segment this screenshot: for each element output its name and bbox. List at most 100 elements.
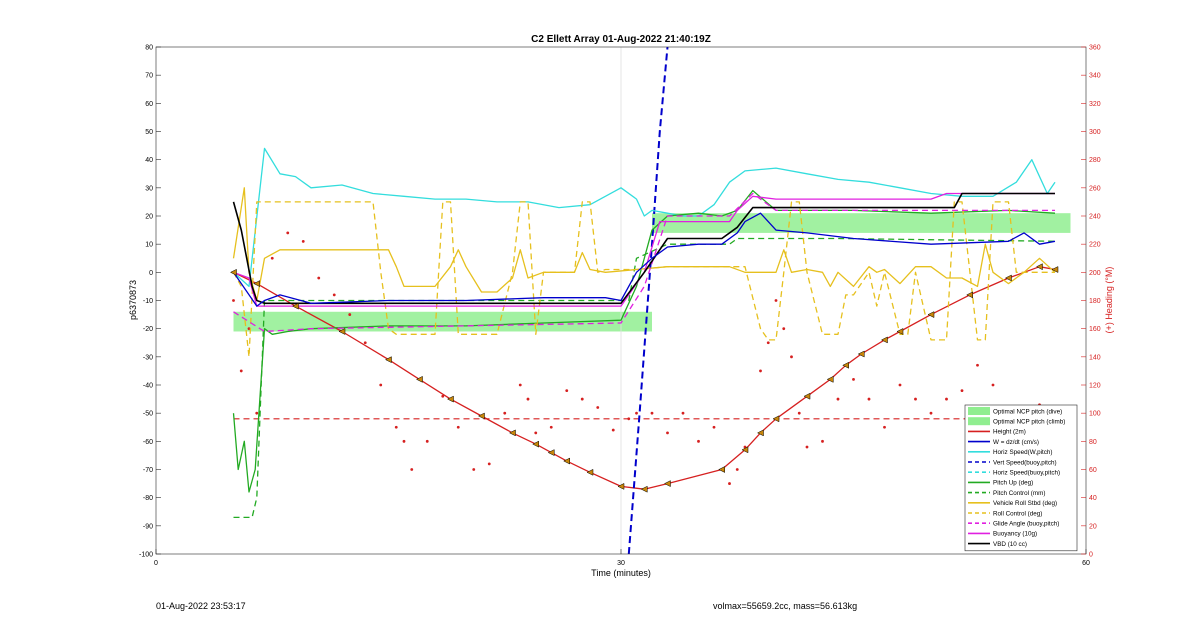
y-axis-label-right: (+) Heading (°M) — [1104, 267, 1114, 334]
y-tick-label-left: 20 — [145, 214, 153, 221]
series-height-2m-marker — [338, 328, 346, 335]
series-heading-point — [883, 425, 886, 429]
legend-vert-speed-buoy-pitch-label: Vert Speed(buoy,pitch) — [993, 459, 1057, 466]
series-height-2m-marker — [896, 328, 904, 335]
series-heading-point — [247, 327, 251, 331]
series-heading-point — [503, 411, 507, 415]
series-height-2m-marker — [384, 356, 392, 364]
series-heading-point — [332, 293, 336, 297]
x-tick-label: 60 — [1082, 560, 1090, 567]
series-heading-point — [286, 231, 290, 235]
series-height-2m-marker — [229, 268, 237, 276]
series-height-2m-marker — [927, 311, 935, 318]
series-heading-point — [759, 369, 762, 373]
legend-optimal-ncp-pitch-dive-swatch — [968, 407, 990, 415]
legend-glide-angle-buoy-pitch-label: Glide Angle (buoy,pitch) — [993, 521, 1059, 528]
series-roll-control-deg — [232, 201, 1055, 358]
y-tick-label-left: -10 — [143, 298, 153, 305]
legend-box — [964, 404, 1078, 552]
y-tick-label-left: -50 — [143, 411, 153, 418]
band-optimal-ncp-pitch-climb — [652, 213, 1071, 233]
series-heading-point — [697, 439, 700, 443]
series-vehicle-roll-stbd-deg — [232, 187, 1056, 302]
y-tick-label-right: 200 — [1089, 270, 1101, 277]
y-tick-label-right: 60 — [1089, 467, 1097, 474]
y-tick-label-right: 280 — [1089, 157, 1101, 164]
series-height-2m-marker — [532, 440, 539, 448]
legend-horiz-speed-buoy-pitch-label: Horiz Speed(buoy,pitch) — [993, 470, 1060, 477]
series-height-2m-marker — [826, 375, 834, 383]
legend-buoyancy-10g-label: Buoyancy (10g) — [993, 531, 1037, 538]
y-tick-label-right: 0 — [1089, 552, 1093, 559]
series-heading-point — [797, 411, 801, 415]
series-heading-point — [441, 394, 445, 398]
legend-vbd-10-cc-label: VBD (10 cc) — [993, 541, 1027, 548]
series-height-2m-marker — [842, 361, 849, 369]
legend-horiz-speed-w-pitch-label: Horiz Speed(W,pitch) — [993, 449, 1053, 456]
y-tick-label-left: 40 — [145, 157, 153, 164]
series-height-2m-marker — [1035, 263, 1043, 271]
series-heading-point — [425, 439, 429, 443]
y-tick-label-left: -80 — [143, 495, 153, 502]
y-tick-label-right: 320 — [1089, 101, 1101, 108]
series-height-2m-marker — [741, 446, 749, 454]
y-tick-label-right: 240 — [1089, 214, 1101, 221]
y-tick-label-left: 60 — [145, 101, 153, 108]
series-height-2m-marker — [640, 485, 648, 493]
series-heading-point — [774, 299, 778, 302]
series-height-2m-marker — [1051, 266, 1059, 273]
y-tick-label-right: 80 — [1089, 439, 1097, 446]
legend-roll-control-deg-label: Roll Control (deg) — [993, 510, 1042, 517]
y-tick-label-left: -70 — [143, 467, 153, 474]
x-axis-label: Time (minutes) — [591, 568, 651, 578]
y-tick-label-right: 300 — [1089, 129, 1101, 136]
series-height-2m-marker — [415, 375, 423, 383]
series-heading-point — [976, 363, 979, 367]
y-tick-label-left: -20 — [143, 326, 153, 333]
chart-legend: Optimal NCP pitch (dive) Optimal NCP pitc… — [964, 404, 1078, 552]
series-heading-point — [239, 369, 243, 373]
series-heading-point — [472, 468, 476, 471]
x-tick-label: 30 — [617, 560, 625, 567]
legend-pitch-control-mm-label: Pitch Control (mm) — [993, 490, 1045, 497]
y-tick-label-right: 260 — [1089, 185, 1101, 192]
y-tick-label-right: 360 — [1089, 45, 1101, 52]
series-heading-point — [518, 383, 522, 387]
series-height-2m-marker — [477, 412, 485, 420]
footer-volmax-mass: volmax=55659.2cc, mass=56.613kg — [713, 601, 858, 611]
legend-optimal-ncp-pitch-dive-label: Optimal NCP pitch (dive) — [993, 408, 1062, 415]
x-tick-label: 0 — [154, 560, 158, 567]
series-heading-point — [487, 462, 491, 466]
series-heading-point — [363, 341, 367, 345]
series-heading-point — [666, 431, 669, 435]
series-heading-point — [611, 428, 615, 432]
legend-optimal-ncp-pitch-climb-label: Optimal NCP pitch (climb) — [993, 419, 1065, 426]
y-tick-label-right: 340 — [1089, 73, 1101, 80]
series-height-2m-marker — [563, 457, 570, 465]
series-heading-point — [782, 327, 786, 331]
chart-title: C2 Ellett Array 01-Aug-2022 21:40:19Z — [531, 34, 711, 45]
series-heading-point — [456, 425, 460, 429]
y-tick-label-right: 20 — [1089, 523, 1097, 530]
series-heading-point — [852, 377, 855, 381]
series-heading-point — [635, 411, 638, 415]
series-heading-point — [317, 276, 321, 280]
series-w-dz-dt-cm-s — [232, 212, 1056, 307]
band-optimal-ncp-pitch-dive — [233, 311, 652, 332]
series-heading-point — [681, 411, 685, 415]
legend-optimal-ncp-pitch-climb-swatch — [968, 417, 990, 426]
series-heading-point — [255, 411, 259, 415]
series-heading-point — [580, 397, 584, 401]
series-heading-point — [960, 389, 964, 393]
series-heading-point — [929, 411, 933, 415]
series-heading-point — [301, 239, 305, 243]
y-tick-label-left: -30 — [143, 354, 153, 361]
series-height-2m-marker — [446, 395, 454, 403]
y-axis-label-left: p6370873 — [128, 280, 138, 320]
legend-pitch-up-deg-label: Pitch Up (deg) — [993, 480, 1033, 487]
series-heading-point — [728, 482, 731, 485]
series-heading-point — [627, 417, 631, 421]
footer-timestamp: 01-Aug-2022 23:53:17 — [156, 601, 246, 611]
series-glide-angle-buoy-pitch — [233, 192, 1055, 333]
